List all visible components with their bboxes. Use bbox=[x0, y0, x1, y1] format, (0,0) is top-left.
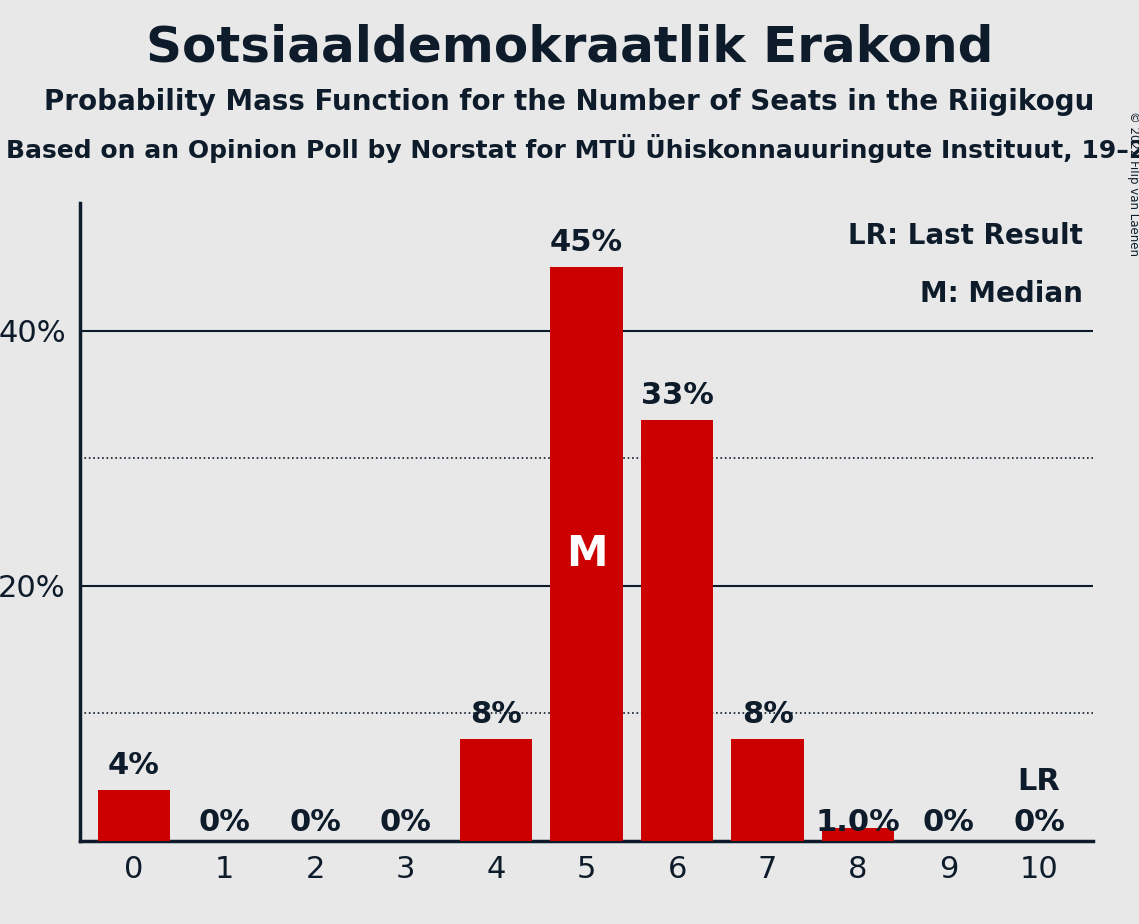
Text: 0%: 0% bbox=[923, 808, 975, 837]
Text: M: M bbox=[566, 533, 607, 575]
Text: © 2022 Filip van Laenen: © 2022 Filip van Laenen bbox=[1126, 111, 1139, 256]
Bar bbox=[822, 828, 894, 841]
Text: 1.0%: 1.0% bbox=[816, 808, 901, 837]
Text: 0%: 0% bbox=[198, 808, 251, 837]
Text: 0%: 0% bbox=[1014, 808, 1065, 837]
Text: Based on an Opinion Poll by Norstat for MTÜ Ühiskonnauuringute Instituut, 19–25 : Based on an Opinion Poll by Norstat for … bbox=[6, 134, 1139, 163]
Text: LR: LR bbox=[1018, 767, 1060, 796]
Bar bbox=[460, 739, 532, 841]
Text: 8%: 8% bbox=[741, 699, 794, 729]
Bar bbox=[550, 267, 623, 841]
Bar bbox=[98, 790, 170, 841]
Bar bbox=[641, 420, 713, 841]
Text: 4%: 4% bbox=[108, 750, 159, 780]
Text: Sotsiaaldemokraatlik Erakond: Sotsiaaldemokraatlik Erakond bbox=[146, 23, 993, 71]
Text: 0%: 0% bbox=[289, 808, 341, 837]
Text: 33%: 33% bbox=[640, 381, 713, 410]
Text: M: Median: M: Median bbox=[920, 280, 1083, 308]
Text: Probability Mass Function for the Number of Seats in the Riigikogu: Probability Mass Function for the Number… bbox=[44, 88, 1095, 116]
Text: 45%: 45% bbox=[550, 228, 623, 257]
Text: LR: Last Result: LR: Last Result bbox=[849, 223, 1083, 250]
Text: 8%: 8% bbox=[470, 699, 522, 729]
Text: 0%: 0% bbox=[379, 808, 432, 837]
Bar bbox=[731, 739, 804, 841]
